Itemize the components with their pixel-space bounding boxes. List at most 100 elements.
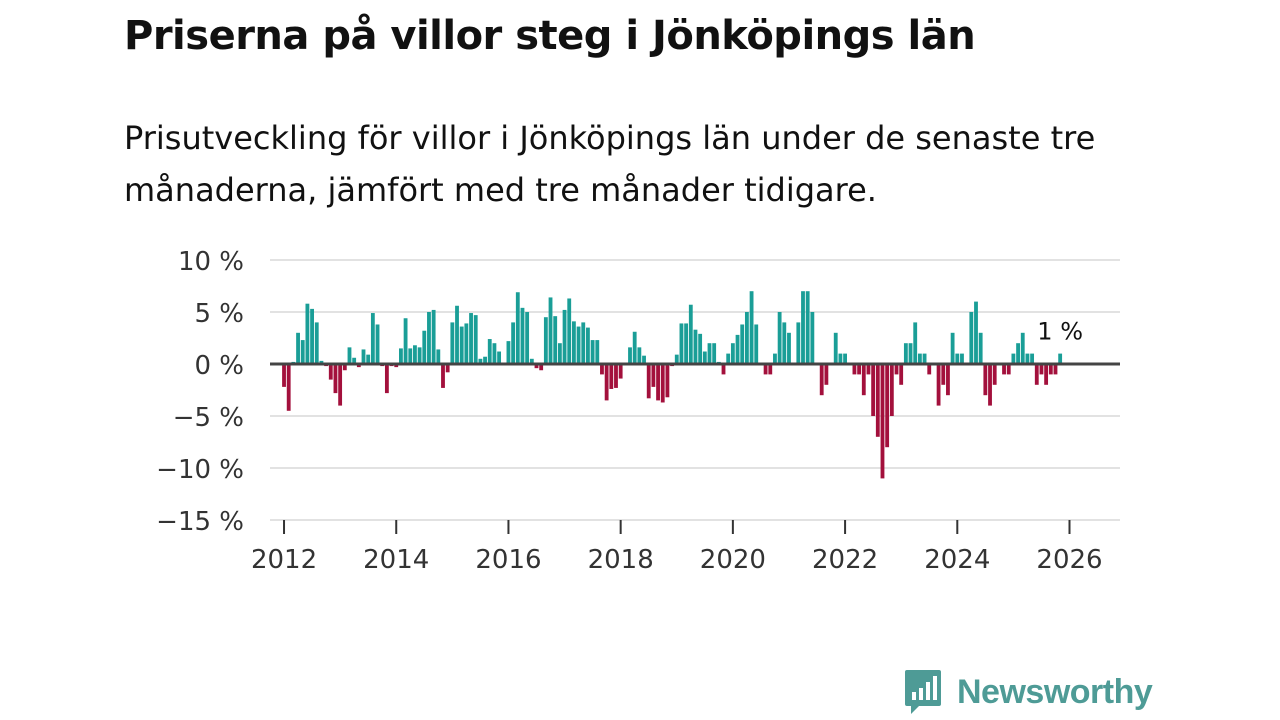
bar — [455, 305, 459, 364]
y-tick-label: 10 % — [178, 247, 244, 277]
bar — [609, 364, 614, 389]
chart-title: Priserna på villor steg i Jönköpings län — [124, 13, 976, 59]
bar — [296, 332, 300, 364]
bar — [960, 353, 964, 364]
bar — [492, 343, 497, 364]
bar — [773, 353, 777, 364]
y-tick-label: −15 % — [156, 507, 244, 537]
bar — [305, 303, 310, 364]
bar — [946, 364, 950, 396]
axis-layer — [270, 362, 1120, 534]
bar — [370, 313, 375, 364]
bar — [529, 358, 534, 364]
bar — [1006, 364, 1011, 375]
bar — [366, 354, 371, 364]
bar — [801, 291, 805, 364]
bar — [866, 364, 871, 375]
bar — [875, 364, 880, 437]
bar — [347, 347, 352, 364]
bar — [730, 343, 735, 364]
bar — [693, 329, 698, 364]
bar — [314, 322, 319, 364]
x-tick-label: 2018 — [588, 545, 654, 575]
bar — [511, 322, 516, 364]
y-tick-label: 0 % — [194, 351, 244, 381]
bar — [941, 364, 946, 385]
bar — [286, 364, 291, 411]
bar — [749, 291, 754, 364]
bar — [1025, 353, 1030, 364]
bar — [445, 364, 450, 373]
bar — [464, 323, 469, 364]
bar — [871, 364, 876, 416]
bar — [600, 364, 604, 375]
bar — [567, 298, 572, 364]
y-tick-label: −5 % — [173, 403, 244, 433]
bar — [1011, 353, 1016, 364]
bar — [838, 353, 843, 364]
x-tick-label: 2016 — [475, 545, 541, 575]
bar — [698, 333, 703, 364]
bar — [422, 330, 427, 364]
bar — [539, 364, 544, 371]
bar — [852, 364, 857, 375]
bar — [782, 322, 787, 364]
bar — [427, 312, 431, 364]
bar — [399, 348, 403, 364]
bar — [955, 353, 960, 364]
bar — [1002, 364, 1006, 375]
bar — [310, 308, 314, 364]
bar — [497, 351, 502, 364]
bar — [459, 326, 464, 364]
bar — [880, 364, 885, 479]
bar — [735, 334, 740, 364]
bar — [988, 364, 992, 406]
bar — [1053, 364, 1058, 375]
bar — [506, 341, 511, 364]
bar — [319, 360, 324, 364]
bar — [861, 364, 866, 396]
x-tick-label: 2012 — [251, 545, 317, 575]
bar — [777, 312, 782, 364]
bar — [810, 312, 815, 364]
bar — [908, 343, 913, 364]
bar — [520, 307, 525, 364]
bar — [894, 364, 899, 375]
bar — [927, 364, 932, 375]
bar — [712, 343, 717, 364]
newsworthy-logo-icon — [903, 668, 943, 716]
bar — [969, 312, 974, 364]
bar — [403, 318, 408, 364]
bar — [824, 364, 829, 385]
bar — [843, 353, 847, 364]
bar — [1058, 353, 1063, 364]
bar — [950, 332, 955, 364]
bar — [674, 354, 679, 364]
bar — [1048, 364, 1053, 375]
bar — [483, 356, 487, 364]
bar — [300, 340, 305, 364]
y-tick-label: −10 % — [156, 455, 244, 485]
x-tick-label: 2014 — [363, 545, 429, 575]
bar — [903, 343, 908, 364]
bar — [408, 348, 413, 364]
bar — [557, 343, 562, 364]
chart-subtitle: Prisutveckling för villor i Jönköpings l… — [124, 119, 1096, 209]
brand-logo[interactable]: Newsworthy — [903, 668, 1153, 716]
bar — [576, 326, 581, 364]
bars-layer — [282, 291, 1063, 479]
bar — [628, 347, 632, 364]
bar — [740, 324, 745, 364]
bar — [726, 353, 731, 364]
bar — [525, 312, 530, 364]
bar — [478, 358, 483, 364]
bar — [487, 339, 492, 364]
bar — [338, 364, 343, 406]
bar — [754, 324, 759, 364]
bar — [819, 364, 824, 396]
y-tick-label: 5 % — [194, 299, 244, 329]
bar — [913, 322, 918, 364]
bar — [796, 322, 801, 364]
bar — [413, 345, 417, 364]
bar — [553, 316, 558, 364]
